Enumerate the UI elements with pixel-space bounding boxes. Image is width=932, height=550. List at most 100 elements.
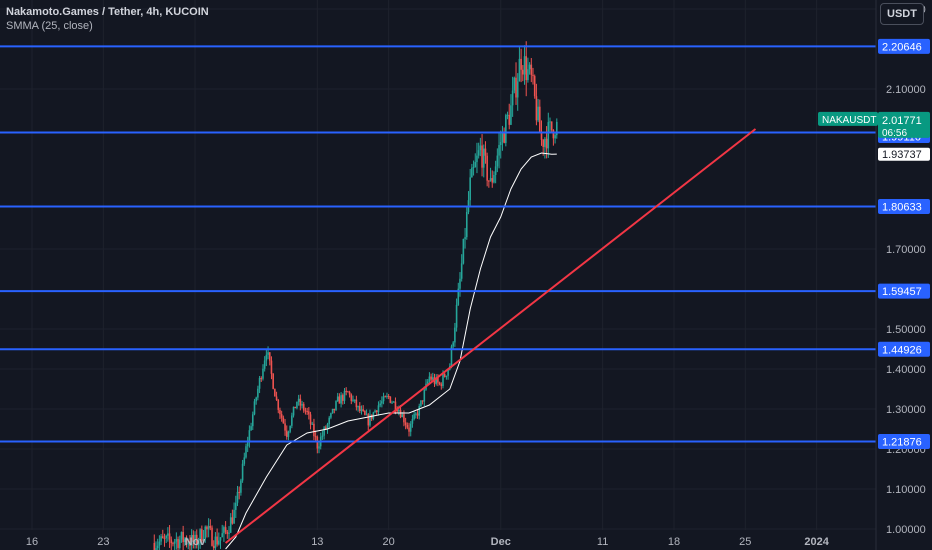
candle: [243, 452, 246, 466]
candle-body: [190, 534, 193, 546]
candle: [375, 410, 378, 416]
candle: [251, 411, 254, 431]
candle: [163, 533, 166, 547]
candle-body: [304, 410, 307, 412]
candle-body: [532, 74, 534, 77]
candle: [467, 191, 470, 215]
candle: [311, 421, 314, 425]
candle: [314, 430, 317, 442]
candle-body: [160, 536, 162, 542]
candle-body: [309, 414, 312, 425]
currency-button[interactable]: USDT: [880, 3, 924, 25]
candle: [331, 408, 334, 414]
candle-body: [477, 150, 480, 156]
candle-body: [161, 536, 164, 539]
candle-body: [235, 502, 237, 510]
indicator-label[interactable]: SMMA (25, close): [6, 20, 93, 32]
price-axis[interactable]: 2.400002.300002.100001.700001.500001.400…: [886, 0, 926, 536]
level-badge-text: 1.21876: [882, 436, 922, 448]
level-badge-text: 2.20646: [882, 41, 922, 53]
candle: [240, 478, 242, 496]
candle: [160, 534, 162, 545]
candle: [341, 393, 344, 405]
candle: [291, 412, 293, 429]
candle-body: [197, 541, 200, 546]
candle-body: [345, 390, 347, 392]
candle: [479, 137, 482, 157]
candle-body: [202, 538, 205, 542]
candle: [547, 112, 550, 158]
candle: [270, 356, 273, 380]
candle-body: [510, 105, 512, 125]
candle: [379, 400, 381, 408]
candle-body: [423, 389, 426, 402]
candle-body: [472, 167, 475, 169]
candle-body: [299, 398, 302, 406]
candle: [177, 536, 179, 550]
candle-body: [226, 531, 229, 534]
time-axis[interactable]: 16 23 Nov 13 20 Dec 11 18 25 2024: [26, 536, 830, 548]
candle: [190, 529, 193, 550]
trendline[interactable]: [224, 128, 757, 544]
symbol-title: Nakamoto.Games / Tether, 4h, KUCOIN: [6, 6, 209, 18]
chart-legend: Nakamoto.Games / Tether, 4h, KUCOIN SMMA…: [6, 5, 209, 33]
candle-body: [262, 368, 264, 379]
candle: [447, 369, 449, 380]
candle-body: [389, 396, 392, 403]
candle: [411, 414, 414, 428]
candle-body: [460, 263, 463, 279]
candle: [452, 340, 454, 350]
candle-body: [469, 177, 471, 201]
candle: [365, 409, 368, 416]
candle-body: [365, 414, 368, 416]
candle-body: [377, 405, 380, 413]
price-tick-label: 1.10000: [886, 484, 926, 496]
candle-body: [250, 426, 252, 431]
candle: [309, 411, 312, 430]
candle-body: [420, 400, 422, 406]
candle-body: [501, 131, 504, 143]
candle-body: [549, 121, 551, 123]
candle: [277, 398, 280, 414]
candle-body: [184, 538, 186, 543]
smma-badge-text: 1.93737: [882, 149, 922, 161]
candle: [532, 67, 534, 85]
candle-body: [520, 58, 522, 70]
candle-body: [268, 352, 271, 361]
candle-body: [163, 538, 166, 540]
level-badge: 1.59457: [878, 283, 930, 299]
horizontal-levels[interactable]: [0, 45, 876, 443]
candle-body: [323, 427, 325, 436]
price-tick-label: 1.40000: [886, 364, 926, 376]
candle-body: [505, 115, 507, 143]
candle: [280, 410, 283, 422]
candle: [218, 532, 220, 546]
candle-body: [170, 539, 173, 544]
candle: [302, 402, 305, 413]
candle: [392, 400, 395, 403]
candle-body: [358, 406, 361, 411]
candle: [450, 344, 453, 369]
candle-body: [362, 409, 364, 411]
candle: [348, 390, 351, 398]
candle: [350, 393, 353, 405]
candle: [545, 126, 548, 159]
price-tick-label: 1.30000: [886, 404, 926, 416]
candle: [219, 537, 222, 549]
candle-body: [416, 413, 419, 416]
candle: [486, 152, 488, 187]
candle-body: [216, 536, 218, 545]
candle: [537, 98, 539, 123]
candle-body: [343, 390, 346, 401]
candle-body: [454, 327, 456, 343]
level-badge-bg: [878, 283, 930, 299]
candle-body: [282, 417, 285, 424]
candle: [156, 538, 159, 550]
candle: [284, 419, 286, 436]
price-tick-label: 1.50000: [886, 324, 926, 336]
candle: [501, 125, 504, 151]
candle-body: [515, 77, 517, 98]
candle-body: [318, 446, 320, 449]
candle: [197, 537, 200, 550]
